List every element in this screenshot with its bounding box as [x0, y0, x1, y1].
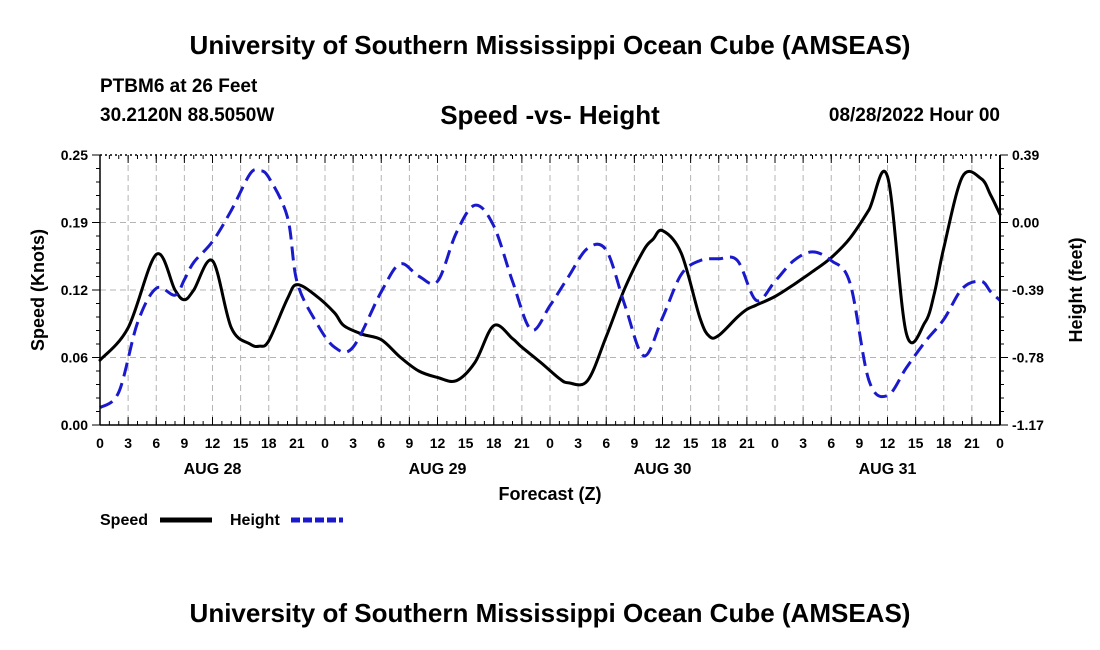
x-tick-label: 6	[152, 435, 160, 451]
x-tick-label: 18	[261, 435, 277, 451]
x-tick-label: 21	[514, 435, 530, 451]
x-tick-label: 0	[546, 435, 554, 451]
datetime-label: 08/28/2022 Hour 00	[828, 105, 1000, 126]
speed-series-line	[98, 169, 1002, 387]
x-tick-label: 3	[799, 435, 807, 451]
footer-title: University of Southern Mississippi Ocean…	[189, 598, 911, 628]
x-tick-label: 6	[377, 435, 385, 451]
y-right-tick-label: -1.17	[1012, 417, 1044, 433]
x-tick-label: 12	[430, 435, 446, 451]
legend: Speed Height	[100, 512, 343, 529]
x-tick-label: 21	[964, 435, 980, 451]
legend-height-label: Height	[230, 512, 280, 529]
x-tick-label: 21	[289, 435, 305, 451]
series-layer	[98, 168, 1002, 409]
x-tick-label: 0	[771, 435, 779, 451]
x-tick-label: 18	[486, 435, 502, 451]
x-tick-label: 9	[855, 435, 863, 451]
labels-layer: 0 3 6 9 12 15 18 21 0 3 6 9 12 15 18 21 0 3 6 9 12 15 18 21 0 3 6 9…	[28, 147, 1086, 504]
y-left-axis-title: Speed (Knots)	[28, 229, 48, 351]
y-right-tick-label: 0.00	[1012, 215, 1039, 231]
y-left-tick-label: 0.19	[61, 215, 88, 231]
day-label: AUG 31	[859, 461, 917, 478]
day-label: AUG 29	[409, 461, 467, 478]
x-tick-label: 15	[458, 435, 474, 451]
x-tick-label: 15	[908, 435, 924, 451]
y-right-axis-title: Height (feet)	[1066, 238, 1086, 343]
x-tick-label: 15	[683, 435, 699, 451]
legend-speed-label: Speed	[100, 512, 148, 529]
day-label: AUG 30	[634, 461, 692, 478]
chart-subtitle: Speed -vs- Height	[0, 100, 1100, 131]
station-label: PTBM6 at 26 Feet	[100, 76, 258, 97]
day-label: AUG 28	[184, 461, 242, 478]
x-tick-label: 9	[405, 435, 413, 451]
y-left-tick-label: 0.06	[61, 350, 88, 366]
x-axis-title: Forecast (Z)	[498, 484, 601, 504]
y-left-tick-label: 0.12	[61, 282, 88, 298]
axes-layer	[92, 154, 1008, 426]
x-tick-label: 18	[711, 435, 727, 451]
y-right-tick-label: -0.78	[1012, 350, 1044, 366]
y-left-tick-label: 0.25	[61, 147, 88, 163]
x-tick-label: 6	[827, 435, 835, 451]
x-tick-label: 12	[205, 435, 221, 451]
grid-layer	[100, 155, 1000, 425]
x-tick-label: 6	[602, 435, 610, 451]
x-tick-label: 15	[233, 435, 249, 451]
y-left-tick-label: 0.00	[61, 417, 88, 433]
x-tick-label: 18	[936, 435, 952, 451]
x-tick-label: 3	[349, 435, 357, 451]
chart-title: University of Southern Mississippi Ocean…	[189, 30, 911, 60]
chart-subtitle-text: Speed -vs- Height	[440, 100, 660, 130]
x-tick-label: 0	[996, 435, 1004, 451]
x-tick-label: 9	[180, 435, 188, 451]
x-tick-label: 21	[739, 435, 755, 451]
x-tick-label: 3	[124, 435, 132, 451]
x-tick-label: 12	[655, 435, 671, 451]
x-tick-label: 12	[880, 435, 896, 451]
x-tick-label: 9	[630, 435, 638, 451]
x-tick-label: 0	[321, 435, 329, 451]
y-right-tick-label: 0.39	[1012, 147, 1039, 163]
y-right-tick-label: -0.39	[1012, 282, 1044, 298]
x-tick-label: 0	[96, 435, 104, 451]
coordinates-label: 30.2120N 88.5050W	[100, 105, 275, 126]
x-tick-label: 3	[574, 435, 582, 451]
height-series-line	[99, 168, 1002, 409]
speed-height-chart: 0 3 6 9 12 15 18 21 0 3 6 9 12 15 18 21 0 3 6 9 12 15 18 21 0 3 6 9…	[28, 147, 1086, 529]
